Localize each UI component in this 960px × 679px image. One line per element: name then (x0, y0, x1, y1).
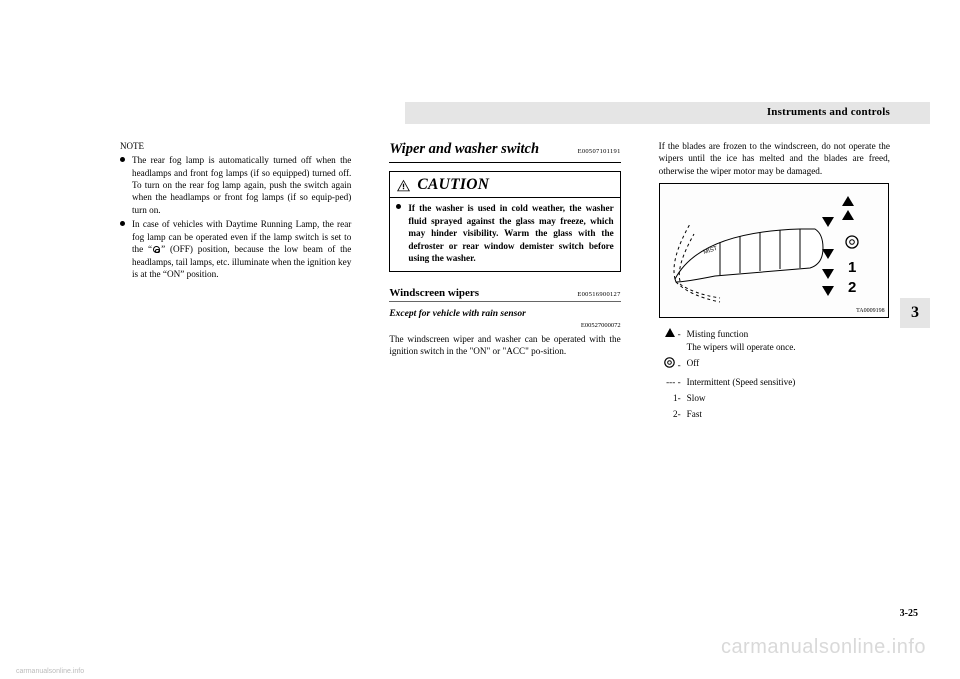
warning-triangle-icon (396, 179, 411, 192)
subsection-id: E00516900127 (577, 291, 620, 300)
wiper-switch-illustration: 1 2 MIST (660, 184, 889, 318)
figure-id: TA0009198 (856, 307, 885, 315)
note-label: NOTE (120, 140, 351, 152)
columns: NOTE The rear fog lamp is automatically … (120, 140, 890, 425)
svg-text:2: 2 (848, 279, 856, 296)
chapter-tab: 3 (900, 298, 930, 328)
legend-line: Misting function (687, 329, 749, 339)
legend-row: 1- Slow (659, 392, 890, 404)
note-text: In case of vehicles with Daytime Running… (132, 219, 351, 279)
svg-text:1: 1 (848, 259, 856, 276)
caution-title: CAUTION (417, 175, 489, 196)
note-text: The rear fog lamp is automatically turne… (132, 155, 351, 215)
page: Instruments and controls NOTE The rear f… (0, 0, 960, 679)
legend-text: Off (687, 357, 890, 369)
legend-text: Misting function The wipers will operate… (687, 328, 890, 353)
column-3: If the blades are frozen to the windscre… (659, 140, 890, 425)
legend-text: Fast (687, 408, 890, 420)
legend-row: --- - Intermittent (Speed sensitive) (659, 376, 890, 388)
sub-subsection-id: E00527000072 (389, 322, 620, 331)
subsection-title: Windscreen wipers (389, 286, 479, 301)
caution-header: CAUTION (390, 172, 619, 199)
column-2: Wiper and washer switch E00507101191 CAU… (389, 140, 620, 425)
legend-line: The wipers will operate once. (687, 342, 796, 352)
legend-text: Intermittent (Speed sensitive) (687, 376, 890, 388)
subsection-row: Windscreen wipers E00516900127 (389, 286, 620, 303)
legend-dash: - (678, 329, 681, 339)
watermark: carmanualsonline.info (721, 636, 926, 659)
legend-text: Slow (687, 392, 890, 404)
caution-item: If the washer is used in cold weather, t… (408, 202, 613, 264)
legend-row: - Off (659, 357, 890, 371)
legend-dash: - (678, 360, 681, 370)
page-number: 3-25 (900, 608, 918, 619)
section-title-row: Wiper and washer switch E00507101191 (389, 140, 620, 163)
column-1: NOTE The rear fog lamp is automatically … (120, 140, 351, 425)
legend-key: 1- (659, 392, 681, 404)
sub-subsection-title: Except for vehicle with rain sensor (389, 308, 620, 321)
note-item: The rear fog lamp is automatically turne… (132, 154, 351, 216)
section-title: Wiper and washer switch (389, 140, 539, 160)
legend-key: --- - (659, 376, 681, 388)
note-bullets: The rear fog lamp is automatically turne… (120, 154, 351, 280)
intro-paragraph: If the blades are frozen to the windscre… (659, 140, 890, 177)
note-item: In case of vehicles with Daytime Running… (132, 218, 351, 280)
section-id: E00507101191 (578, 148, 621, 157)
off-icon (153, 246, 160, 253)
legend-key: 2- (659, 408, 681, 420)
wiper-switch-figure: 1 2 MIST TA0009198 (659, 183, 889, 318)
paragraph: The windscreen wiper and washer can be o… (389, 333, 620, 358)
site-footer: carmanualsonline.info (16, 668, 84, 675)
legend-row: 2- Fast (659, 408, 890, 420)
legend-key-off-icon: - (659, 357, 681, 371)
caution-body: If the washer is used in cold weather, t… (390, 198, 619, 270)
header-section-title: Instruments and controls (767, 106, 890, 118)
legend-row: - Misting function The wipers will opera… (659, 328, 890, 353)
caution-box: CAUTION If the washer is used in cold we… (389, 171, 620, 272)
legend-key-triangle-icon: - (659, 328, 681, 340)
legend: - Misting function The wipers will opera… (659, 328, 890, 421)
